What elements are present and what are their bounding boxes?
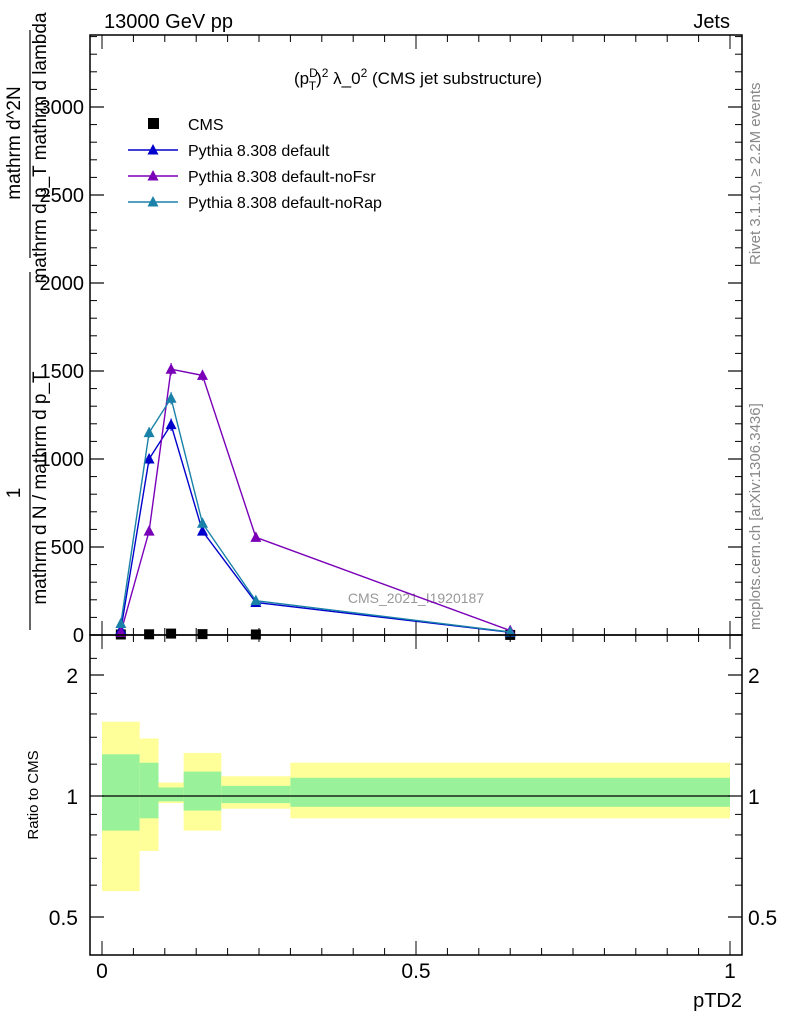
data-point-triangle [196,369,208,380]
main-ylabel-top: mathrm d^2N [4,86,25,199]
legend-label: Pythia 8.308 default-noFsr [188,169,376,186]
ratio-band-inner [290,777,730,807]
ratio-xtick-label: 0.5 [401,960,430,983]
series-pythia-8-308-default-norap [115,392,516,637]
data-point-triangle [115,617,127,629]
legend-label: CMS [188,117,224,134]
data-point-triangle [143,525,155,536]
data-point-triangle [504,626,516,637]
ratio-band-inner [102,754,140,831]
main-ytick-label: 2000 [40,273,85,295]
ratio-ytick-label: 0.5 [49,907,78,930]
legend-entry: CMS [148,117,224,134]
ratio-axis-ticks: 0.5 0.5 1 1 2 2 0 0.5 1 [49,635,777,983]
ratio-bands-layer [102,721,730,892]
ratio-xtick-label: 0 [96,960,108,983]
main-ylabel-mid: mathrm d p_T mathrm d lambda [30,12,51,283]
ratio-ytick-label: 1 [66,786,78,809]
legend-entry: Pythia 8.308 default-noFsr [128,169,376,186]
main-watermark: CMS_2021_I1920187 [348,590,484,606]
ratio-ytick-label-right: 2 [748,665,760,688]
ratio-ytick-label: 2 [66,665,78,688]
data-point-triangle [250,531,262,542]
ratio-band-inner [221,785,291,804]
data-point-triangle [165,392,177,403]
legend-entry: Pythia 8.308 default-noRap [128,195,382,212]
legend-marker-triangle [147,144,159,155]
main-plot-panel: CMS_2021_I1920187 0 500 1000 1500 2000 2500 30… [40,34,743,647]
legend-label: Pythia 8.308 default [188,143,330,160]
header-energy-label: 13000 GeV pp [104,11,233,33]
ratio-ytick-label-right: 1 [748,786,760,809]
mcplots-reference-label: mcplots.cern.ch [arXiv:1306.3436] [747,403,764,630]
series-line [120,423,511,634]
legend-marker-triangle [147,170,159,181]
main-axis-ticks: 0 500 1000 1500 2000 2500 3000 [40,35,742,647]
data-point-triangle [196,517,208,528]
data-point-square [197,629,208,640]
legend: CMS Pythia 8.308 default Pythia 8.308 defa… [128,117,382,212]
data-point-triangle [250,594,262,606]
main-ytick-label: 0 [73,625,84,647]
data-point-triangle [165,363,177,374]
legend-marker-square [148,118,159,129]
main-ylabel: mathrm d^2N mathrm d p_T mathrm d lambda… [4,12,51,630]
legend-entry: Pythia 8.308 default [128,143,330,160]
ratio-xlabel: pTD2 [693,990,742,1012]
ratio-plot-frame [89,634,743,956]
ratio-xtick-label: 1 [724,960,736,983]
data-point-square [166,628,177,639]
data-point-triangle [165,418,177,430]
series-line [120,396,511,633]
series-line [120,368,511,633]
main-ytick-label: 500 [51,537,84,559]
data-point-triangle [196,525,208,536]
ratio-band-inner [139,762,159,819]
main-ylabel-bottom: mathrm d N / mathrm d p_T [30,371,51,605]
data-point-triangle [143,453,155,464]
header-jets-label: Jets [693,11,730,33]
ratio-band-inner [183,771,222,811]
legend-label: Pythia 8.308 default-noRap [188,195,382,212]
main-ytick-label: 3000 [40,97,85,119]
main-ytick-label: 2500 [40,185,85,207]
ratio-band-inner [158,787,184,802]
data-point-triangle [115,626,127,637]
ratio-ytick-label-right: 0.5 [748,907,777,930]
ratio-ylabel: Ratio to CMS [25,750,42,839]
legend-marker-triangle [147,196,159,207]
main-ylabel-one: 1 [4,488,25,499]
ratio-plot-panel: 0.5 0.5 1 1 2 2 0 0.5 1 [49,634,777,983]
main-ytick-label: 1000 [40,449,85,471]
rivet-version-label: Rivet 3.1.10, ≥ 2.2M events [747,83,764,266]
main-ytick-label: 1500 [40,361,85,383]
main-plot-title: (pD T)2 λ_02 (CMS jet substructure) [294,66,542,93]
data-point-triangle [143,426,155,438]
